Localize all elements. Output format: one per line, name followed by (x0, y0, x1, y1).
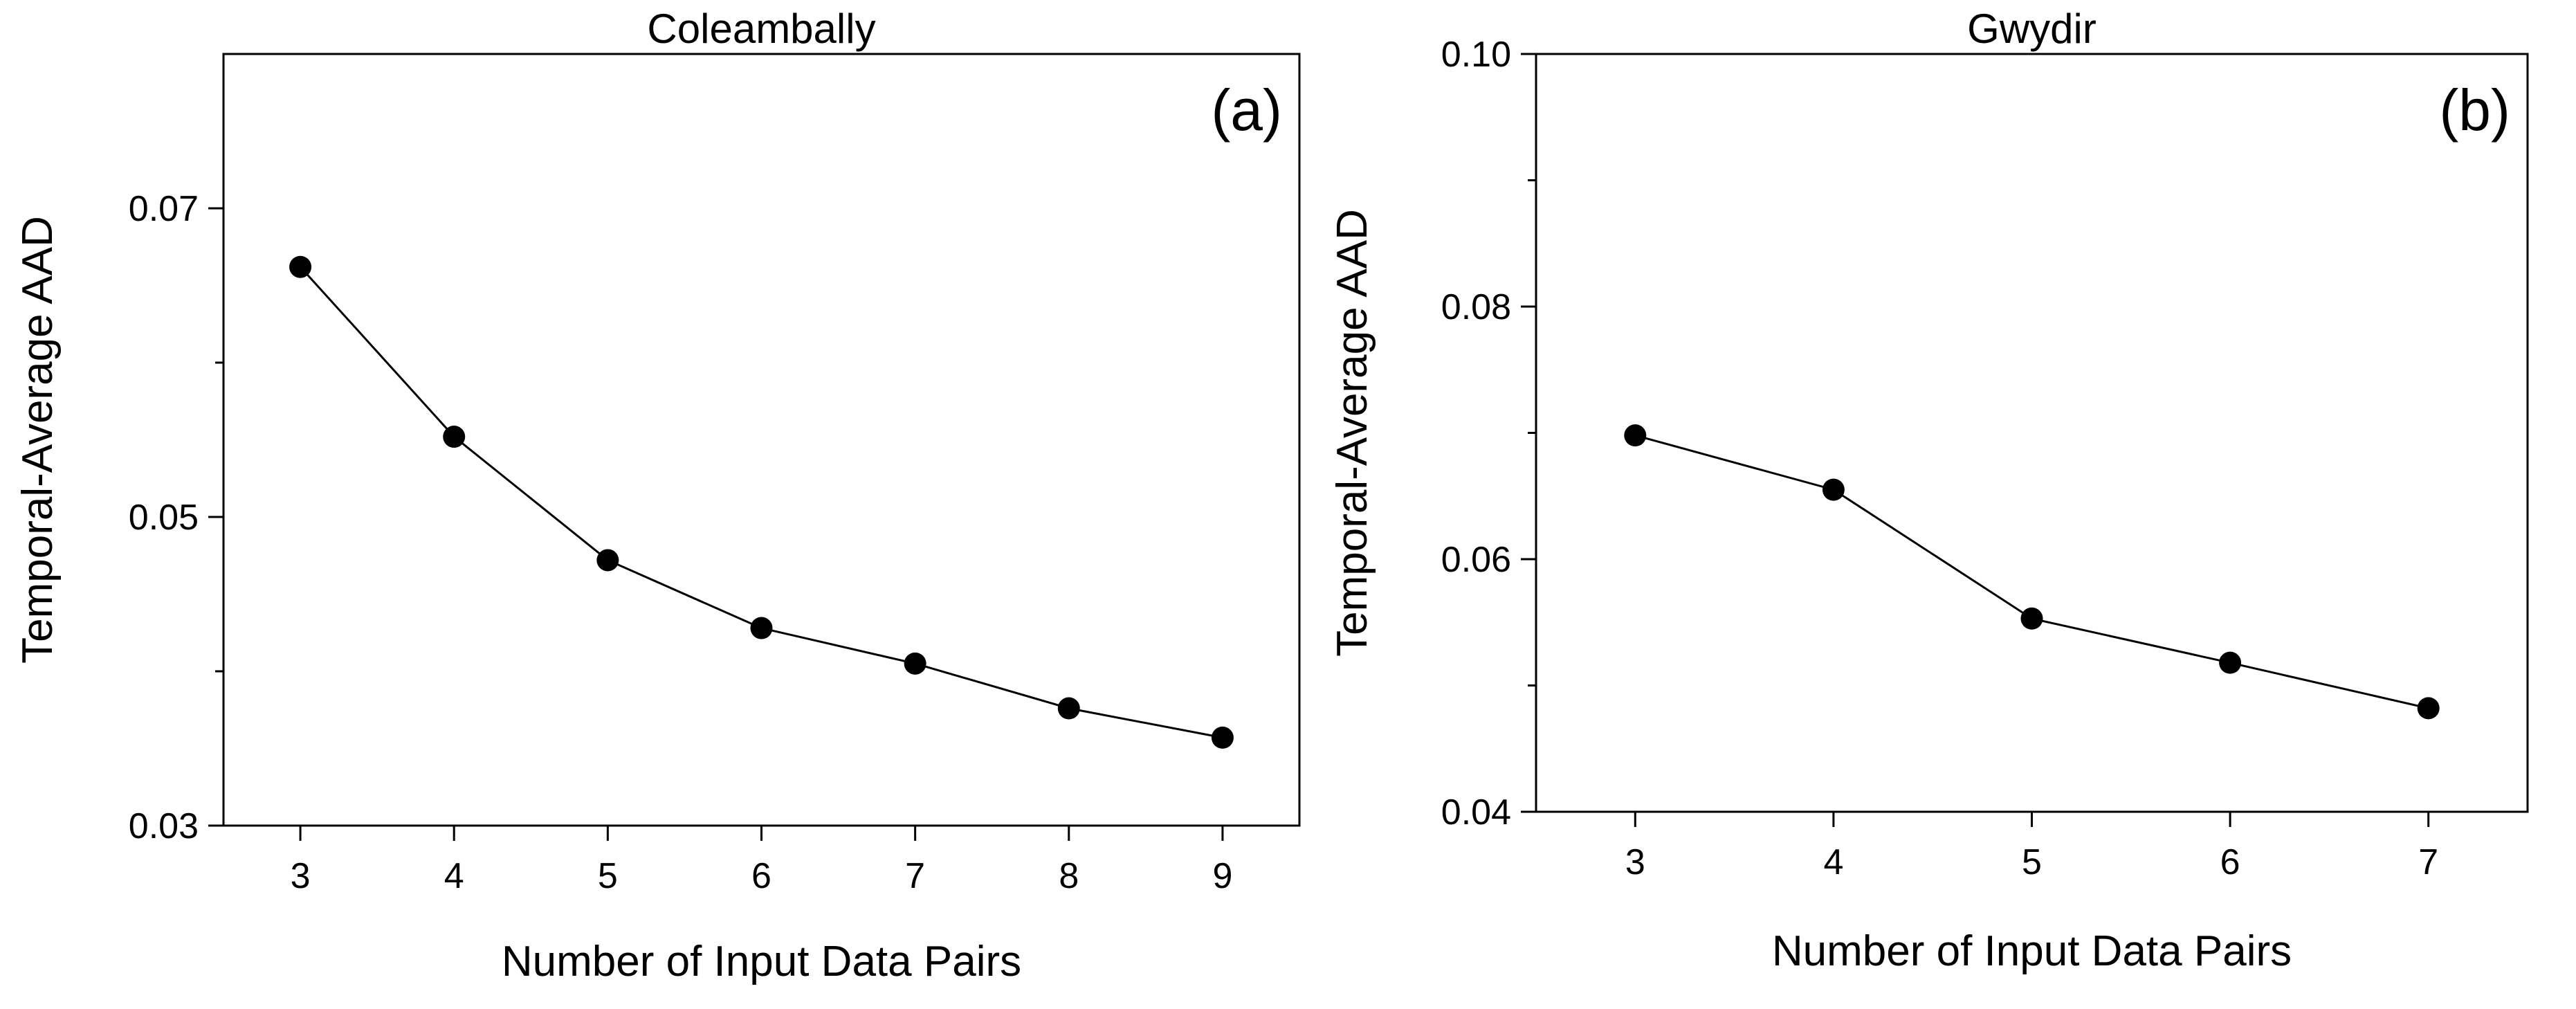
chart-title: Gwydir (1967, 6, 2097, 52)
x-tick-label: 7 (2418, 842, 2438, 882)
x-tick-label: 8 (1059, 856, 1079, 896)
x-tick-label: 7 (905, 856, 925, 896)
x-tick-label: 4 (444, 856, 464, 896)
x-tick-label: 6 (2220, 842, 2240, 882)
y-tick-label: 0.04 (1441, 792, 1511, 833)
data-point (1211, 726, 1234, 749)
data-point (750, 617, 773, 639)
y-tick-label: 0.05 (129, 498, 199, 538)
plot-frame (1535, 53, 2529, 813)
panel-coleambally: Coleambally (a) 3 4 5 6 7 8 9 0.03 0.05 0.07 Number … (14, 6, 1301, 985)
data-point (904, 652, 926, 675)
chart-title: Coleambally (647, 6, 875, 52)
data-point (289, 255, 312, 278)
x-tick-label: 6 (751, 856, 771, 896)
y-tick-label: 0.03 (129, 806, 199, 846)
panel-gwydir: Gwydir (b) 3 4 5 6 7 0.04 0.06 0.08 0.10 Number of … (1328, 6, 2529, 975)
y-tick-label: 0.08 (1441, 287, 1511, 327)
x-tick-label: 3 (1625, 842, 1645, 882)
data-point (1624, 424, 1647, 447)
y-axis-label: Temporal-Average AAD (1328, 209, 1376, 657)
series-line (299, 266, 1223, 739)
x-tick-label: 5 (2022, 842, 2042, 882)
series-line (1634, 434, 2429, 709)
data-point (2020, 607, 2043, 630)
x-axis-label: Number of Input Data Pairs (502, 938, 1021, 985)
x-tick-label: 5 (598, 856, 618, 896)
data-point (596, 549, 619, 572)
data-point (1057, 697, 1080, 720)
data-point (2219, 651, 2242, 674)
x-tick-label: 4 (1823, 842, 1843, 882)
x-tick-label: 9 (1212, 856, 1232, 896)
plot-frame (222, 53, 1301, 827)
panel-label: (a) (1211, 78, 1282, 143)
x-tick-label: 3 (291, 856, 311, 896)
data-point (443, 426, 466, 448)
y-axis-label: Temporal-Average AAD (14, 216, 62, 664)
data-point (1822, 478, 1845, 501)
x-axis-label: Number of Input Data Pairs (1772, 927, 2292, 975)
panel-label: (b) (2439, 78, 2510, 143)
y-tick-label: 0.10 (1441, 35, 1511, 75)
y-tick-label: 0.06 (1441, 540, 1511, 580)
y-tick-label: 0.07 (129, 189, 199, 229)
data-point (2417, 697, 2440, 720)
